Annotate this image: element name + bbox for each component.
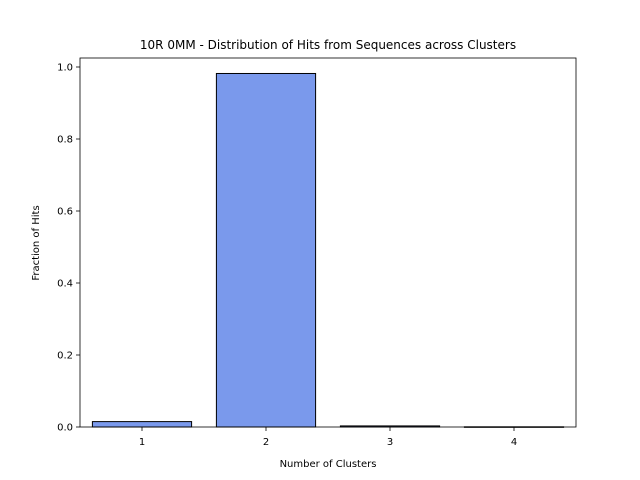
- y-tick-label: 1.0: [57, 63, 73, 74]
- x-tick-label: 2: [263, 437, 269, 448]
- bar-2: [215, 72, 317, 428]
- y-tick-label: 0.0: [57, 423, 73, 434]
- x-tick-label: 4: [511, 437, 517, 448]
- x-tick-label: 1: [139, 437, 145, 448]
- x-tick-label: 3: [387, 437, 393, 448]
- x-axis-label: Number of Clusters: [280, 459, 377, 470]
- y-tick-label: 0.6: [57, 207, 73, 218]
- plot-area: 1 2 3 4 0.0 0.2 0.4 0.6 0.8 1.0: [57, 57, 577, 448]
- y-axis-label: Fraction of Hits: [31, 205, 42, 280]
- chart-title: 10R 0MM - Distribution of Hits from Sequ…: [140, 38, 516, 52]
- y-tick-label: 0.8: [57, 135, 73, 146]
- bar-1: [91, 421, 193, 428]
- y-tick-label: 0.2: [57, 351, 73, 362]
- y-tick-label: 0.4: [57, 279, 73, 290]
- plot-frame: [79, 57, 577, 428]
